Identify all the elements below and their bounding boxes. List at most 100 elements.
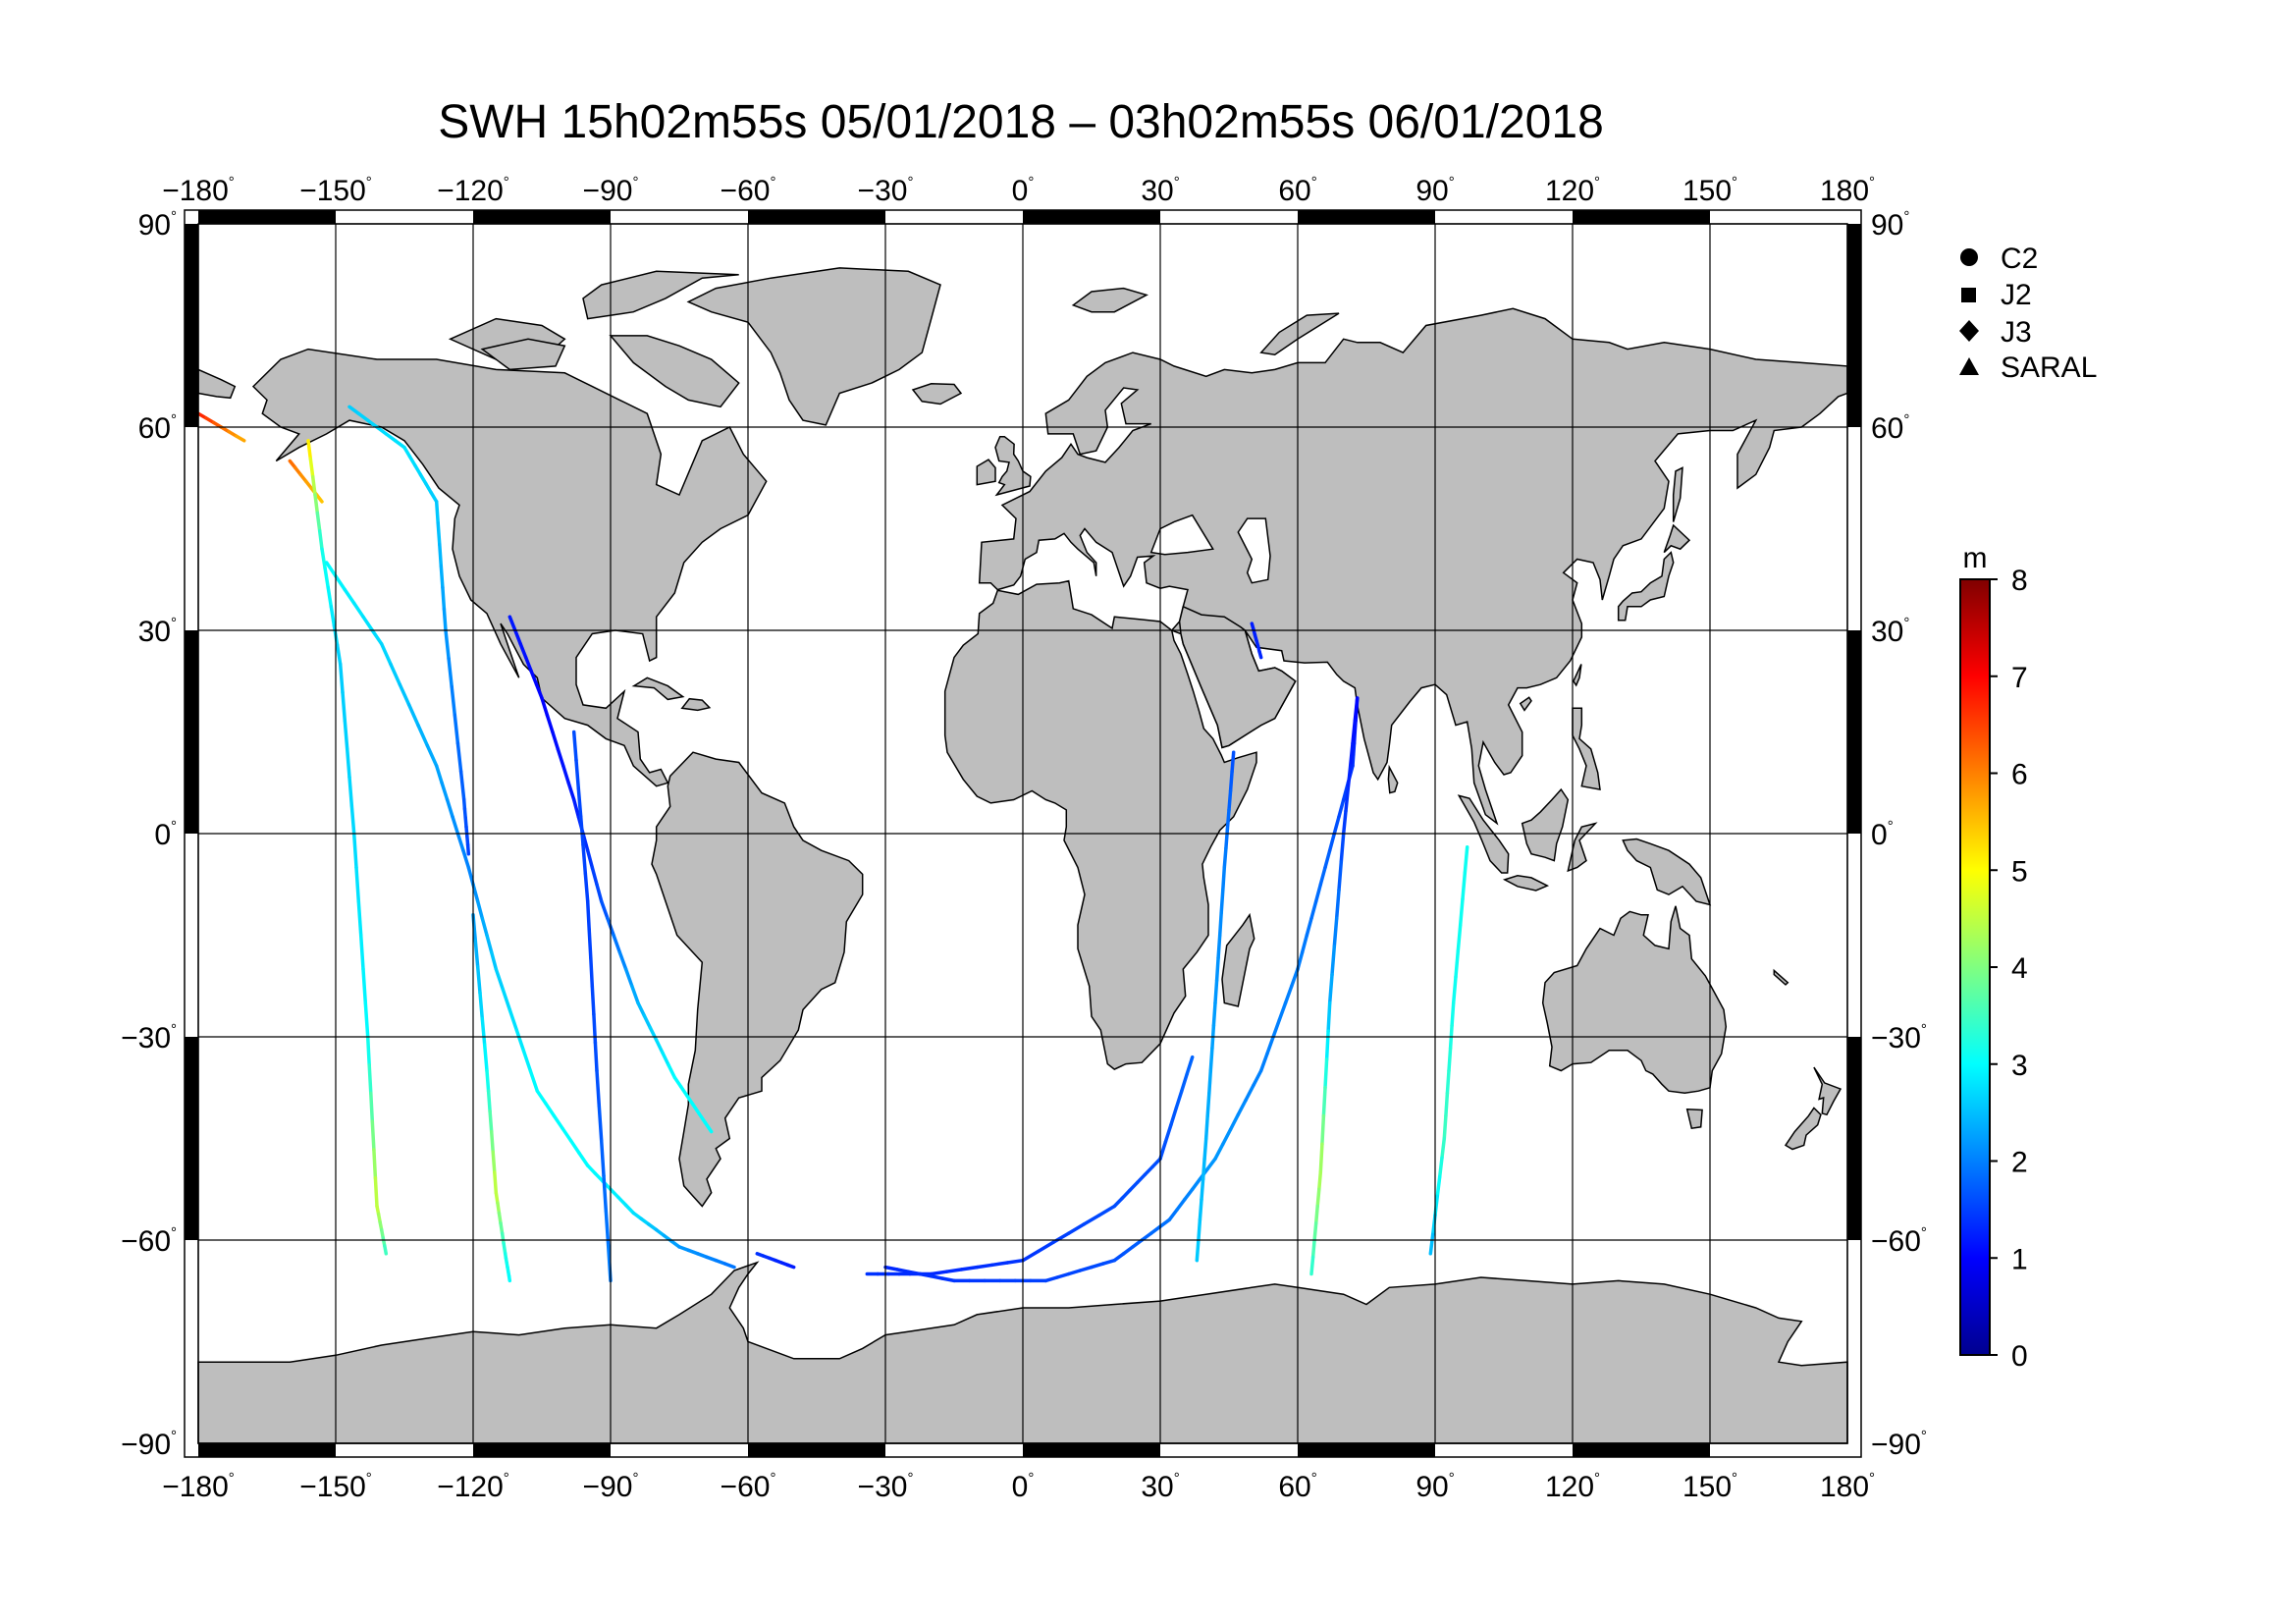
track-segment xyxy=(535,1089,548,1106)
north-america-landmass xyxy=(251,348,768,787)
track-segment xyxy=(480,916,489,938)
track-segment xyxy=(461,848,471,870)
track-segment xyxy=(1442,1113,1448,1141)
track-segment xyxy=(523,655,533,674)
track-segment xyxy=(785,1263,796,1270)
tasmania-landmass xyxy=(1685,1109,1703,1130)
track-segment xyxy=(369,1091,375,1124)
track-segment xyxy=(1252,1068,1263,1088)
lon-tick-label-bottom: −30° xyxy=(858,1470,914,1503)
new-zealand-north-landmass xyxy=(1813,1066,1842,1116)
track-segment xyxy=(393,439,406,450)
degree-symbol: ° xyxy=(1449,174,1455,190)
track-segment xyxy=(1348,741,1355,768)
colorbar-tick-label: 5 xyxy=(2011,855,2028,888)
map-title: SWH 15h02m55s 05/01/2018 – 03h02m55s 06/… xyxy=(438,96,1604,148)
colorbar-tick-label: 8 xyxy=(2011,565,2028,597)
track-segment xyxy=(561,764,570,785)
track-segment xyxy=(310,474,317,497)
lon-tick-label-bottom: 30° xyxy=(1141,1470,1179,1503)
saral-marker-icon xyxy=(1959,357,1979,375)
track-segment xyxy=(685,1094,695,1107)
track-segment xyxy=(485,1068,491,1093)
lon-tick-label-bottom: −150° xyxy=(299,1470,372,1503)
track-segment xyxy=(602,1173,609,1213)
track-segment xyxy=(434,764,444,785)
track-segment xyxy=(585,848,595,870)
track-segment xyxy=(593,1041,599,1073)
track-segment xyxy=(1228,1112,1241,1132)
track-9 xyxy=(571,730,613,1283)
track-segment xyxy=(1200,1177,1205,1202)
track-segment xyxy=(356,899,363,938)
lon-tick-label-bottom: −120° xyxy=(437,1470,509,1503)
track-segment xyxy=(363,1001,370,1039)
track-segment xyxy=(1327,973,1334,1005)
arabia-landmass xyxy=(1178,605,1297,749)
lat-tick-label-left: 90° xyxy=(138,208,177,242)
track-segment xyxy=(485,933,494,954)
borneo-landmass xyxy=(1521,787,1570,862)
degree-symbol: ° xyxy=(171,1224,177,1241)
satellite-tracks xyxy=(196,405,1469,1283)
australia-landmass xyxy=(1541,905,1728,1095)
track-segment xyxy=(1309,899,1318,921)
new-guinea-landmass xyxy=(1622,838,1712,906)
track-segment xyxy=(1258,1052,1269,1073)
track-segment xyxy=(1112,1196,1124,1209)
j2-marker-icon xyxy=(1961,288,1976,302)
track-segment xyxy=(329,605,337,628)
iceland-landmass xyxy=(911,383,963,406)
track-segment xyxy=(406,703,420,728)
track-segment xyxy=(513,628,522,646)
track-segment xyxy=(589,955,595,989)
lon-tick-label-top: −90° xyxy=(583,174,639,207)
track-segment xyxy=(1337,797,1346,819)
track-segment xyxy=(335,643,343,667)
greenland-landmass xyxy=(686,267,941,426)
track-segment xyxy=(906,1270,922,1276)
frame-segment xyxy=(185,224,198,427)
track-segment xyxy=(1437,1156,1444,1179)
lon-tick-label-bottom: −90° xyxy=(583,1470,639,1503)
track-segment xyxy=(944,1268,964,1273)
degree-symbol: ° xyxy=(1921,1021,1927,1038)
track-segment xyxy=(1317,1170,1323,1192)
frame-segment xyxy=(185,630,198,834)
frame-segment xyxy=(198,210,336,224)
track-segment xyxy=(501,987,512,1012)
lat-tick-label-left: 30° xyxy=(138,615,177,648)
track-segment xyxy=(379,642,393,667)
track-segment xyxy=(960,1265,980,1271)
frame-segment xyxy=(1298,1443,1435,1457)
satellite-legend: C2 J2 J3 SARAL xyxy=(1959,243,2097,384)
degree-symbol: ° xyxy=(1311,174,1317,190)
colorbar: m 0 1 2 3 4 5 6 7 8 xyxy=(1959,542,2028,1373)
ellesmere-landmass xyxy=(582,270,739,320)
track-segment xyxy=(1120,1188,1132,1201)
track-segment xyxy=(556,747,565,768)
sulawesi-landmass xyxy=(1567,822,1598,873)
track-segment xyxy=(595,1068,602,1108)
track-segment xyxy=(354,865,361,903)
track-1 xyxy=(196,411,246,443)
taiwan-landmass xyxy=(1573,664,1582,687)
track-segment xyxy=(571,730,578,763)
track-segment xyxy=(478,991,485,1021)
track-segment xyxy=(347,405,361,415)
track-segment xyxy=(581,842,588,876)
track-segment xyxy=(1180,1072,1189,1093)
degree-symbol: ° xyxy=(1311,1470,1317,1487)
track-segment xyxy=(623,967,634,989)
legend-item-j3: J3 xyxy=(2001,316,2032,349)
track-segment xyxy=(585,1163,598,1175)
lat-tick-label-left: −90° xyxy=(121,1428,177,1461)
track-segment xyxy=(367,1063,373,1096)
lon-tick-label-bottom: 180° xyxy=(1820,1470,1875,1503)
track-segment xyxy=(894,1268,911,1273)
track-segment xyxy=(424,481,433,495)
track-segment xyxy=(587,928,593,960)
lat-tick-label-right: 30° xyxy=(1871,615,1909,648)
track-segment xyxy=(1148,1224,1162,1235)
